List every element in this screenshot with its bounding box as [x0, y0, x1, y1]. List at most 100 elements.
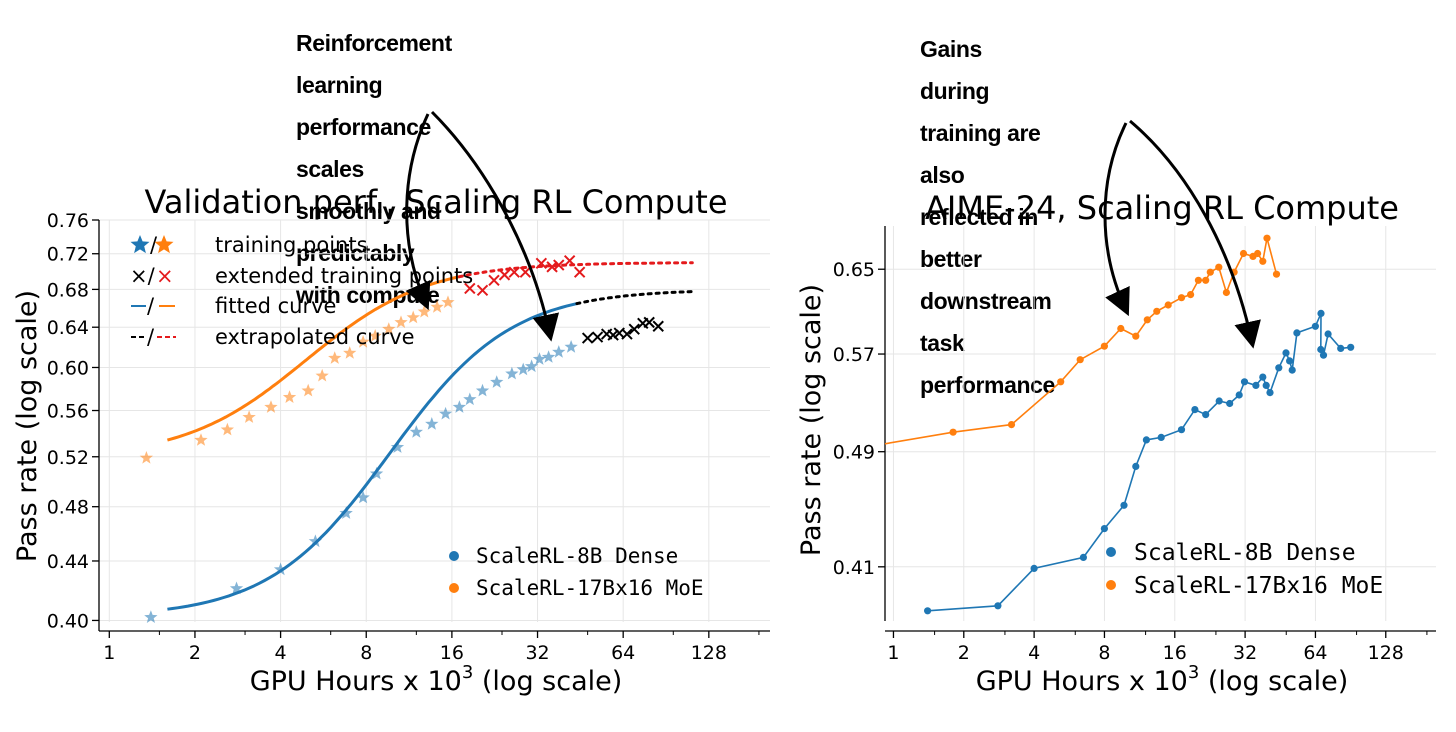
aime-point-moe — [1153, 307, 1161, 315]
training-point-moe — [417, 304, 431, 318]
validation-y-tick-label: 0.44 — [47, 551, 89, 573]
training-point-dense — [273, 562, 288, 576]
aime-y-tick-label: 0.57 — [833, 344, 875, 366]
validation-x-tick-label: 64 — [611, 642, 635, 664]
training-point-moe — [282, 390, 297, 403]
aime-title: AIME-24, Scaling RL Compute — [925, 189, 1399, 227]
training-point-dense — [463, 392, 477, 406]
extended-point-dense — [643, 316, 655, 329]
validation-x-tick-label: 1 — [103, 642, 115, 664]
training-point-dense — [308, 534, 322, 548]
aime-point-dense — [1288, 366, 1296, 374]
training-point-dense — [516, 362, 530, 376]
extended-point-moe — [563, 254, 576, 267]
validation-y-ticks: 0.40 0.44 0.48 0.52 0.56 0.60 0.64 0.68 0.72 0.76 — [47, 210, 99, 632]
left-annotation-line-1: Reinforcement learning performance scale… — [296, 30, 452, 182]
training-point-dense — [524, 359, 539, 373]
training-point-dense — [564, 340, 578, 353]
validation-y-tick-label: 0.64 — [47, 317, 89, 339]
aime-chart: AIME-24, Scaling RL Compute 0.41 0.49 0.57… — [796, 189, 1436, 697]
extended-point-dense — [621, 328, 633, 340]
aime-x-tick-label: 128 — [1368, 642, 1404, 664]
aime-point-dense — [1324, 330, 1332, 338]
validation-y-label: Pass rate (log scale) — [12, 290, 43, 562]
extended-point-moe — [498, 269, 511, 281]
validation-series-legend: ScaleRL-8B Dense ScaleRL-17Bx16 MoE — [449, 544, 704, 600]
validation-chart: Validation perf., Scaling RL Compute 0.4… — [12, 183, 770, 697]
validation-y-tick-label: 0.52 — [47, 447, 89, 469]
arrow-to-aime-dense — [1129, 119, 1261, 349]
aime-points — [924, 234, 1355, 615]
aime-point-moe — [1076, 356, 1084, 364]
training-point-dense — [532, 352, 547, 365]
aime-grid — [885, 226, 1436, 621]
training-point-moe — [406, 310, 420, 324]
validation-y-tick-label: 0.76 — [47, 210, 89, 232]
training-point-moe — [430, 300, 444, 313]
aime-x-tick-label: 1 — [887, 642, 899, 664]
aime-point-dense — [1293, 329, 1301, 337]
extended-point-dense — [581, 332, 594, 344]
validation-x-tick-label: 32 — [525, 642, 549, 664]
right-annotation-line-2: better downstream task performance — [920, 246, 1055, 398]
aime-point-dense — [1337, 344, 1345, 352]
validation-y-tick-label: 0.72 — [47, 244, 89, 266]
aime-point-moe — [1202, 276, 1210, 284]
aime-x-tick-label: 64 — [1303, 642, 1327, 664]
training-point-dense — [390, 440, 405, 453]
extended-point-moe — [535, 257, 548, 270]
legend-extrapolated-sep: / — [147, 325, 155, 349]
validation-legend-dense-label: ScaleRL-8B Dense — [476, 544, 678, 568]
validation-legend-moe-dot — [449, 583, 459, 593]
validation-x-tick-label: 16 — [440, 642, 464, 664]
aime-x-tick-label: 8 — [1098, 642, 1110, 664]
validation-x-tick-label: 8 — [360, 642, 372, 664]
aime-point-dense — [1317, 309, 1325, 317]
aime-point-dense — [1347, 343, 1355, 351]
legend-extended-cover — [155, 265, 177, 287]
aime-legend-dense-label: ScaleRL-8B Dense — [1134, 540, 1356, 566]
training-point-moe — [382, 322, 396, 335]
aime-point-moe — [1100, 342, 1108, 350]
aime-y-ticks: 0.41 0.49 0.57 0.65 — [833, 259, 885, 579]
aime-y-tick-label: 0.41 — [833, 557, 875, 579]
aime-point-dense — [1202, 411, 1210, 419]
training-point-moe — [441, 295, 455, 308]
training-point-dense — [144, 610, 158, 623]
aime-point-dense — [1286, 357, 1294, 365]
legend-fitted-label: fitted curve — [215, 294, 336, 318]
validation-x-label: GPU Hours x 103 (log scale) — [250, 662, 623, 697]
validation-x-tick-label: 2 — [189, 642, 201, 664]
aime-x-ticks: 1 2 4 8 16 32 64 128 — [887, 631, 1428, 664]
aime-line-dense — [927, 313, 1351, 612]
right-annotation-line-1: Gains during training are also reflected… — [920, 36, 1041, 230]
validation-y-tick-label: 0.48 — [47, 497, 89, 519]
aime-series-legend: ScaleRL-8B Dense ScaleRL-17Bx16 MoE — [1106, 540, 1383, 599]
aime-point-moe — [1143, 316, 1151, 324]
training-point-moe — [356, 335, 370, 348]
validation-y-tick-label: 0.56 — [47, 401, 89, 423]
aime-point-dense — [1311, 322, 1319, 330]
aime-point-dense — [1235, 391, 1243, 399]
aime-point-moe — [1187, 291, 1195, 299]
training-point-moe — [368, 329, 382, 342]
aime-y-tick-label: 0.49 — [833, 442, 875, 464]
aime-x-label: GPU Hours x 103 (log scale) — [976, 662, 1349, 697]
aime-point-moe — [1177, 294, 1186, 302]
aime-x-label-main: GPU Hours x 10 — [976, 666, 1188, 697]
training-point-moe — [242, 410, 256, 423]
aime-point-moe — [1272, 270, 1281, 278]
training-point-moe — [194, 433, 208, 446]
legend-extended-label: extended training points — [215, 264, 473, 288]
aime-point-dense — [924, 607, 932, 615]
validation-legend-moe-label: ScaleRL-17Bx16 MoE — [476, 576, 704, 600]
legend-training-sep: / — [150, 233, 158, 257]
extrapolated-curve-moe — [457, 261, 694, 279]
extended-point-moe — [573, 266, 586, 278]
legend-extended-x-red: × — [156, 264, 174, 288]
training-point-dense — [409, 425, 423, 438]
training-point-dense — [490, 375, 504, 388]
aime-point-moe — [1259, 257, 1267, 265]
training-point-moe — [394, 315, 408, 328]
